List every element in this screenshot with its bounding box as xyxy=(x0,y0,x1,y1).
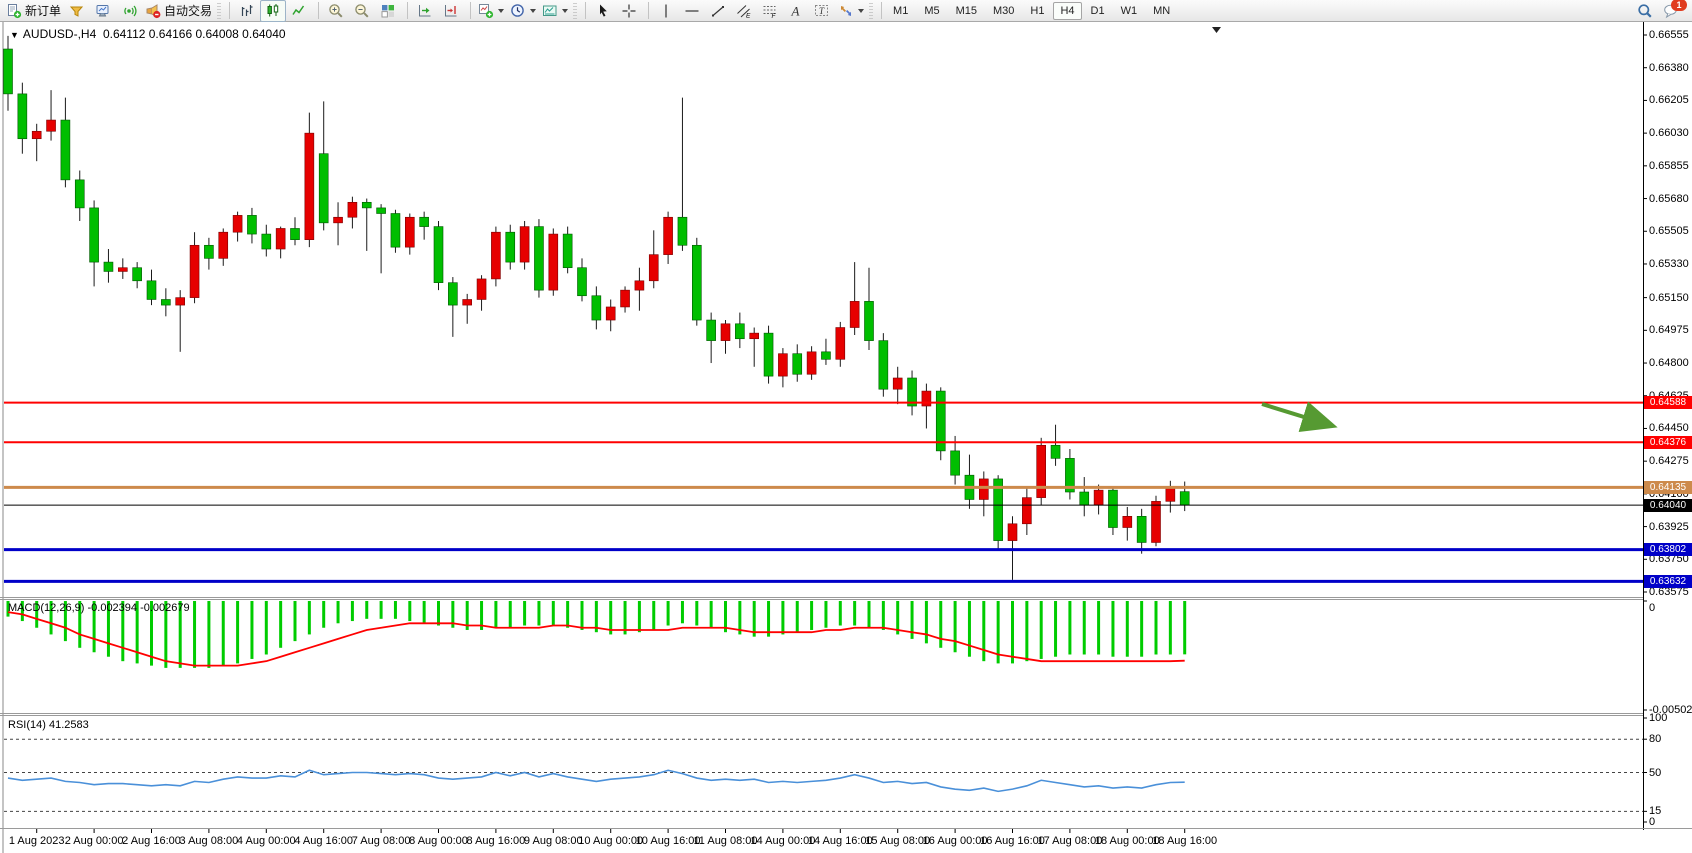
vertical-line-icon xyxy=(658,3,674,19)
timeframe-button-m15[interactable]: M15 xyxy=(955,4,977,17)
periods-button[interactable] xyxy=(507,0,539,22)
timeframe-button-mn[interactable]: MN xyxy=(1153,4,1171,17)
zoom-in-icon xyxy=(328,3,344,19)
svg-text:F: F xyxy=(772,13,777,19)
macd-pane[interactable] xyxy=(4,599,1643,715)
toolbar-grip xyxy=(217,2,222,19)
line-chart-button[interactable] xyxy=(286,0,312,22)
equidistant-channel-button[interactable]: E xyxy=(731,0,757,22)
trendline-icon xyxy=(710,3,726,19)
main-chart-pane[interactable] xyxy=(4,22,1643,597)
zoom-in-button[interactable] xyxy=(323,0,349,22)
trendline-button[interactable] xyxy=(705,0,731,22)
svg-text:A: A xyxy=(791,3,800,18)
chart-ohlc-values: 0.64112 0.64166 0.64008 0.64040 xyxy=(102,27,286,41)
time-axis[interactable] xyxy=(4,828,1643,853)
candlestick-icon xyxy=(265,3,281,19)
crosshair-button[interactable] xyxy=(616,0,642,22)
fibonacci-button[interactable]: F xyxy=(757,0,783,22)
indicators-icon xyxy=(478,3,494,19)
svg-text:E: E xyxy=(746,12,751,19)
caret-down-icon xyxy=(562,8,569,13)
chart-shift-button[interactable] xyxy=(438,0,464,22)
toolbar-separator xyxy=(229,2,231,19)
text-label-icon: T xyxy=(814,3,830,19)
toolbar: 新订单 自动交易 E F A T xyxy=(0,0,1692,22)
zoom-out-icon xyxy=(354,3,370,19)
new-order-label: 新订单 xyxy=(25,4,62,18)
chat-button[interactable]: 1 xyxy=(1658,0,1687,22)
candlestick-chart-button[interactable] xyxy=(260,0,287,22)
timeframe-button-w1[interactable]: W1 xyxy=(1120,4,1138,17)
auto-scroll-button[interactable] xyxy=(412,0,438,22)
arrows-button[interactable] xyxy=(835,0,867,22)
macd-values: -0.002394 -0.002679 xyxy=(87,602,190,614)
indicators-button[interactable] xyxy=(475,0,507,22)
tile-windows-button[interactable] xyxy=(375,0,401,22)
arrows-icon xyxy=(838,3,854,19)
new-order-icon xyxy=(6,3,22,19)
cursor-icon xyxy=(595,3,611,19)
tile-windows-icon xyxy=(380,3,396,19)
text-icon: A xyxy=(788,3,804,19)
autotrade-label: 自动交易 xyxy=(164,4,213,18)
chart-title[interactable]: ▼ AUDUSD-,H4 0.64112 0.64166 0.64008 0.64… xyxy=(10,27,286,41)
timeframe-button-m1[interactable]: M1 xyxy=(893,4,909,17)
profiles-button[interactable] xyxy=(64,0,90,22)
profiles-icon xyxy=(69,3,85,19)
template-icon xyxy=(542,3,558,19)
rsi-value: 41.2583 xyxy=(48,719,89,731)
macd-label: MACD(12,26,9) -0.002394 -0.002679 xyxy=(8,602,190,614)
channel-icon: E xyxy=(736,3,752,19)
timeframe-button-h4[interactable]: H4 xyxy=(1053,1,1082,20)
clock-icon xyxy=(510,3,526,19)
new-order-button[interactable]: 新订单 xyxy=(3,0,64,22)
crosshair-icon xyxy=(621,3,637,19)
caret-down-icon xyxy=(858,8,865,13)
text-label-button[interactable]: T xyxy=(809,0,835,22)
chart-shift-icon xyxy=(443,3,459,19)
rsi-label: RSI(14) 41.2583 xyxy=(8,719,89,731)
zoom-out-button[interactable] xyxy=(349,0,375,22)
horizontal-line-button[interactable] xyxy=(679,0,705,22)
auto-scroll-icon xyxy=(417,3,433,19)
timeframe-button-m30[interactable]: M30 xyxy=(993,4,1015,17)
cursor-button[interactable] xyxy=(590,0,616,22)
bar-chart-icon xyxy=(239,3,255,19)
bar-chart-button[interactable] xyxy=(234,0,260,22)
search-icon xyxy=(1637,3,1653,19)
autotrade-button[interactable]: 自动交易 xyxy=(142,0,215,22)
timeframe-button-h1[interactable]: H1 xyxy=(1030,4,1045,17)
notification-badge: 1 xyxy=(1671,0,1687,11)
signals-icon xyxy=(121,3,137,19)
line-chart-icon xyxy=(291,3,307,19)
vertical-line-button[interactable] xyxy=(653,0,679,22)
svg-text:T: T xyxy=(819,6,825,16)
caret-down-icon xyxy=(530,8,537,13)
rsi-pane[interactable] xyxy=(4,715,1643,828)
chart-symbol-period: AUDUSD-,H4 xyxy=(22,27,97,41)
templates-button[interactable] xyxy=(539,0,571,22)
signals-button[interactable] xyxy=(116,0,142,22)
market-watch-button[interactable] xyxy=(90,0,116,22)
timeframe-button-d1[interactable]: D1 xyxy=(1090,4,1105,17)
chart-dropdown-icon[interactable]: ▼ xyxy=(10,30,19,40)
text-button[interactable]: A xyxy=(783,0,809,22)
horizontal-line-icon xyxy=(684,3,700,19)
fibonacci-icon: F xyxy=(762,3,778,19)
search-button[interactable] xyxy=(1632,0,1658,22)
timeframe-button-m5[interactable]: M5 xyxy=(924,4,940,17)
caret-down-icon xyxy=(498,8,505,13)
market-watch-icon xyxy=(95,3,111,19)
timeframe-group: M1 M5 M15 M30 H1 H4 D1 W1 MN xyxy=(886,1,1177,20)
price-axis[interactable] xyxy=(1643,22,1692,828)
autotrade-icon xyxy=(145,3,161,19)
